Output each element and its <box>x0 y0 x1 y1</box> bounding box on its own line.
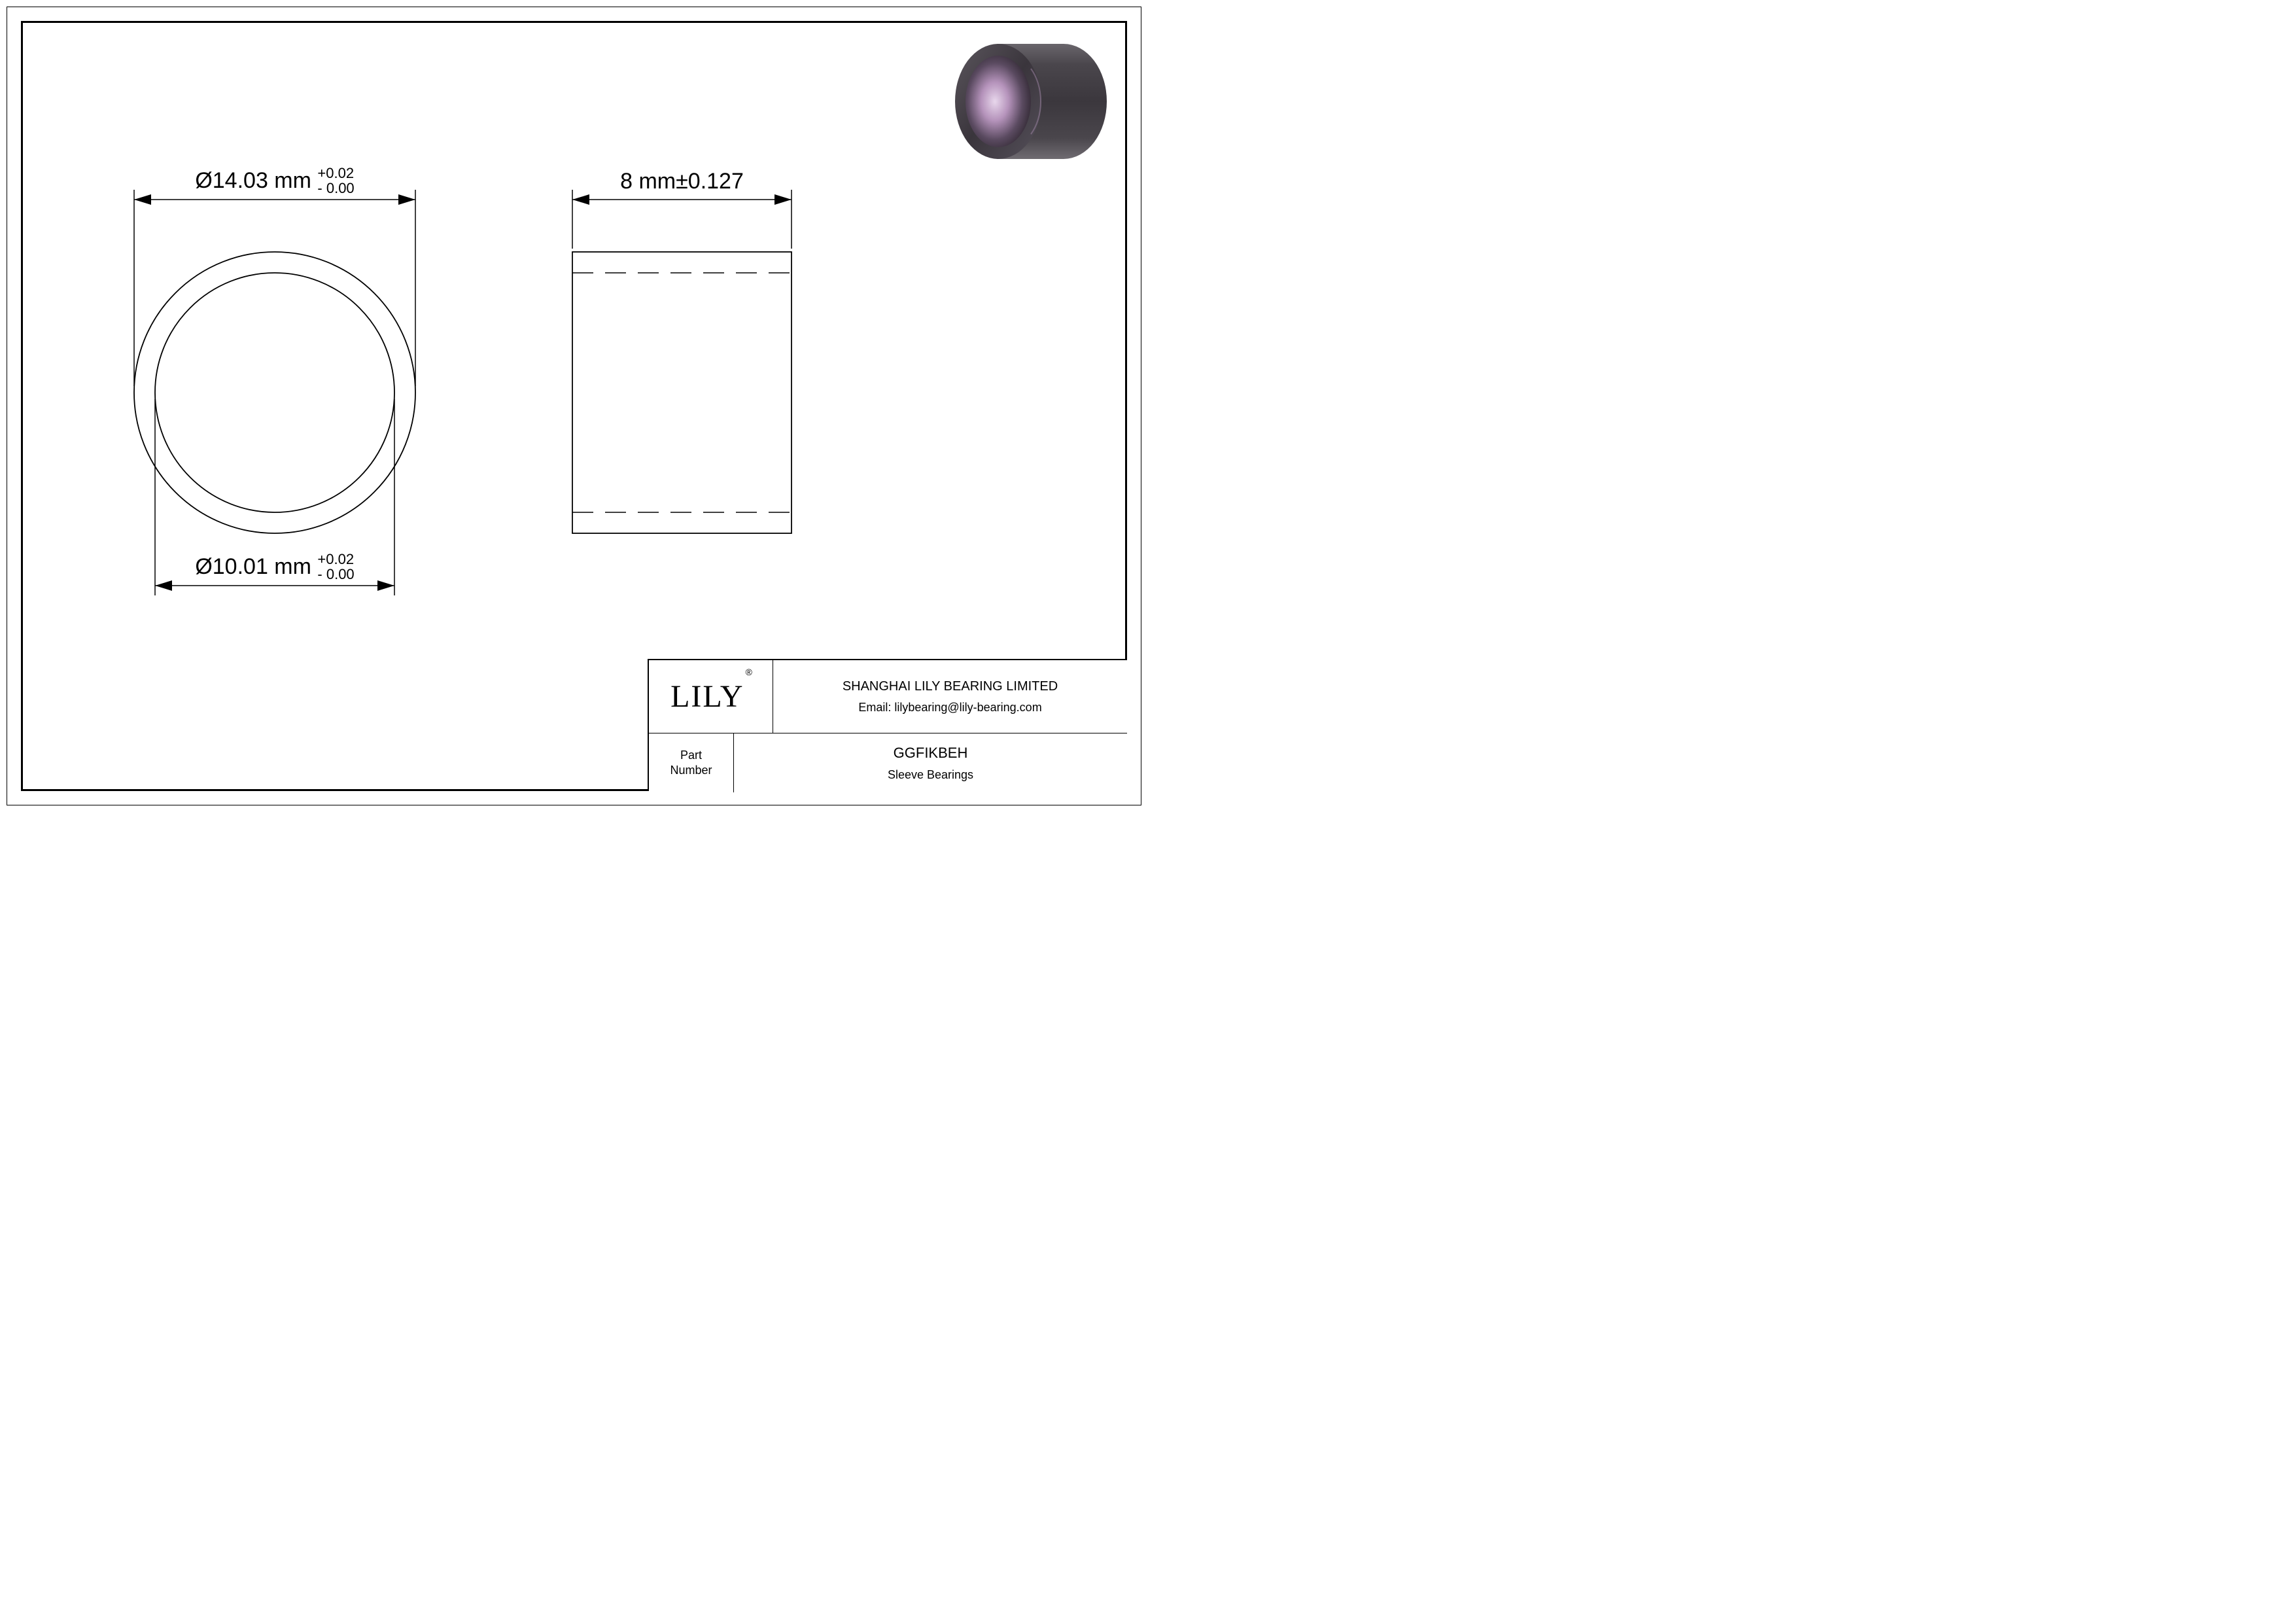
outer-diameter-value: Ø14.03 mm <box>195 168 311 193</box>
tol-upper: +0.02 <box>317 166 354 181</box>
tol-lower: - 0.00 <box>317 181 354 196</box>
length-label: 8 mm±0.127 <box>572 170 791 192</box>
part-number-header: Part Number <box>670 748 712 779</box>
part-description: Sleeve Bearings <box>888 768 973 782</box>
inner-diameter-tolerance: +0.02 - 0.00 <box>317 552 354 582</box>
title-block: LILY® SHANGHAI LILY BEARING LIMITED Emai… <box>648 659 1127 791</box>
company-name: SHANGHAI LILY BEARING LIMITED <box>843 679 1058 694</box>
logo-text: LILY <box>670 679 744 714</box>
company-email: Email: lilybearing@lily-bearing.com <box>858 701 1041 715</box>
company-logo: LILY® <box>670 679 751 715</box>
tol-lower: - 0.00 <box>317 567 354 582</box>
drawing-sheet: Ø14.03 mm +0.02 - 0.00 Ø10.01 mm +0.02 -… <box>0 0 1148 812</box>
registered-mark: ® <box>746 667 752 677</box>
part-number-value: GGFIKBEH <box>894 745 968 762</box>
outer-diameter-label: Ø14.03 mm +0.02 - 0.00 <box>157 167 392 197</box>
inner-diameter-label: Ø10.01 mm +0.02 - 0.00 <box>157 553 392 583</box>
inner-diameter-value: Ø10.01 mm <box>195 554 311 579</box>
tol-upper: +0.02 <box>317 552 354 567</box>
outer-diameter-tolerance: +0.02 - 0.00 <box>317 166 354 196</box>
length-value: 8 mm±0.127 <box>620 169 744 194</box>
